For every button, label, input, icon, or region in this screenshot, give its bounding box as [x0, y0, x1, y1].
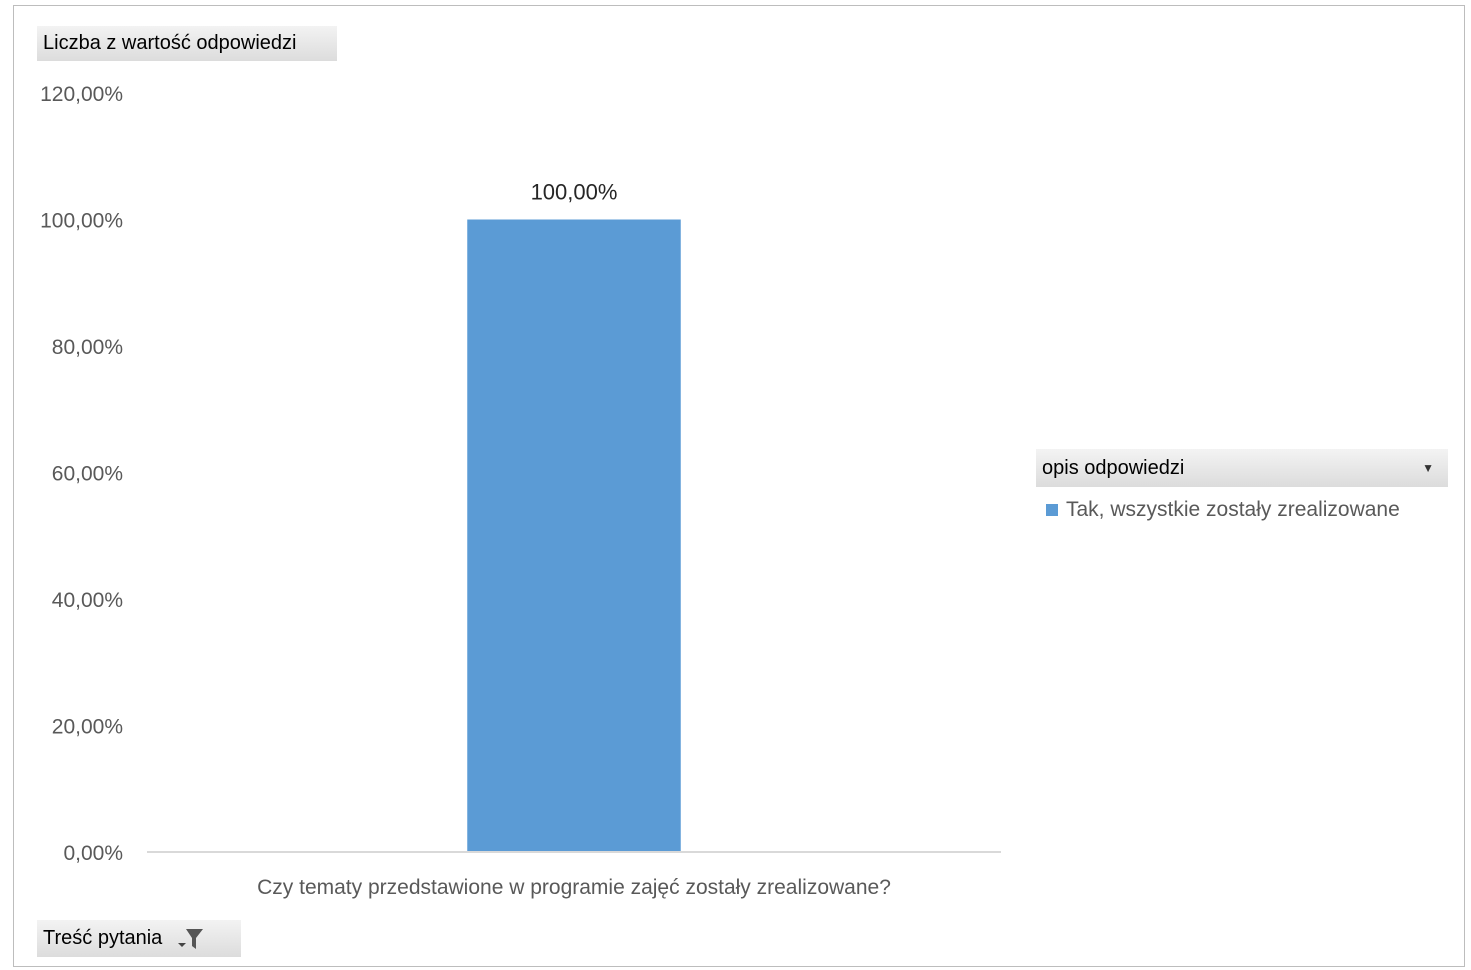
legend-field-button[interactable]: opis odpowiedzi ▼: [1036, 449, 1448, 487]
y-tick-label: 0,00%: [63, 842, 123, 865]
category-field-label: Treść pytania: [43, 927, 163, 949]
bar[interactable]: [467, 219, 681, 853]
y-tick-label: 100,00%: [40, 210, 123, 233]
chevron-down-icon[interactable]: ▼: [1422, 461, 1434, 475]
y-tick-label: 80,00%: [52, 336, 123, 359]
value-field-button[interactable]: Liczba z wartość odpowiedzi: [37, 26, 337, 61]
legend-item: Tak, wszystkie zostały zrealizowane: [1046, 498, 1400, 522]
y-tick-label: 60,00%: [52, 463, 123, 486]
legend-field-label: opis odpowiedzi: [1042, 456, 1185, 479]
legend-item-label: Tak, wszystkie zostały zrealizowane: [1066, 498, 1400, 521]
y-tick-label: 40,00%: [52, 589, 123, 612]
value-field-label: Liczba z wartość odpowiedzi: [43, 32, 297, 54]
legend-swatch: [1046, 504, 1058, 516]
y-tick-label: 20,00%: [52, 716, 123, 739]
category-field-button[interactable]: Treść pytania: [37, 920, 241, 957]
x-category-label: Czy tematy przedstawione w programie zaj…: [257, 876, 891, 899]
y-tick-label: 120,00%: [40, 83, 123, 106]
data-label: 100,00%: [531, 180, 618, 205]
filter-icon[interactable]: [176, 927, 204, 951]
